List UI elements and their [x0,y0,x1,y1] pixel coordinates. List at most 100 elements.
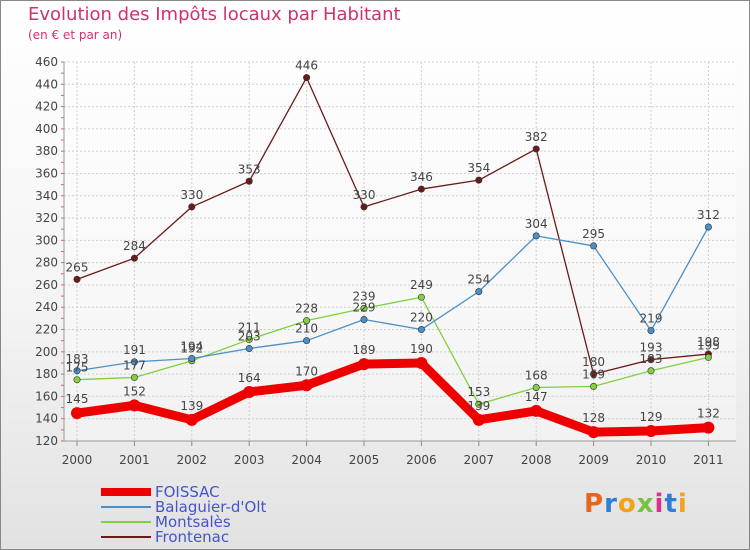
chart-title: Evolution des Impôts locaux par Habitant [28,4,401,25]
data-point [73,367,81,375]
y-tick-label: 300 [35,233,58,247]
data-point [360,203,368,211]
data-label: 145 [66,392,89,406]
data-point [71,407,83,420]
data-label: 284 [123,239,146,253]
y-tick-label: 180 [35,367,58,381]
legend-swatch [101,488,151,496]
x-tick-label: 2008 [521,453,552,467]
y-tick-label: 240 [35,300,58,314]
data-point [300,379,313,392]
data-point [702,421,715,434]
data-label: 193 [640,341,663,355]
data-label: 190 [410,342,433,356]
y-tick-label: 320 [35,211,58,225]
data-label: 192 [180,342,203,356]
y-tick-label: 360 [35,166,58,180]
data-point [358,358,370,371]
legend-item: Montsalès [101,513,361,531]
data-point [417,185,425,193]
x-tick-label: 2011 [693,453,724,467]
data-label: 219 [640,312,663,326]
data-point [704,353,712,361]
legend-label: Balaguier-d'Olt [155,498,267,516]
data-label: 229 [353,300,376,314]
data-point [645,424,657,437]
y-tick-label: 260 [35,278,58,292]
data-label: 175 [66,361,89,375]
logo-letter: t [664,489,678,519]
data-label: 139 [467,399,490,413]
x-tick-label: 2003 [234,453,265,467]
data-point [303,317,311,325]
legend-label: Frontenac [155,528,230,546]
y-tick-label: 140 [35,412,58,426]
data-label: 168 [525,368,548,382]
data-label: 304 [525,217,548,231]
data-point [245,177,253,185]
y-tick-label: 220 [35,323,58,337]
data-point [590,242,598,250]
y-tick-label: 380 [35,144,58,158]
data-label: 164 [238,371,261,385]
legend-item: FOISSAC [101,483,361,501]
data-point [360,315,368,323]
data-point [475,176,483,184]
data-label: 195 [697,338,720,352]
x-tick-label: 2010 [636,453,667,467]
data-point [130,358,138,366]
logo-letter: x [636,489,655,519]
data-point [130,373,138,381]
y-tick-label: 400 [35,122,58,136]
data-label: 139 [180,399,203,413]
data-label: 346 [410,170,433,184]
data-label: 220 [410,311,433,325]
data-label: 170 [295,364,318,378]
y-tick-label: 280 [35,256,58,270]
x-tick-label: 2005 [349,453,380,467]
data-label: 191 [123,343,146,357]
data-label: 382 [525,130,548,144]
data-point [532,232,540,240]
data-point [532,145,540,153]
data-point [417,326,425,334]
data-point [704,223,712,231]
data-point [360,304,368,312]
x-tick-label: 2009 [578,453,609,467]
data-label: 203 [238,329,261,343]
y-tick-label: 120 [35,434,58,448]
data-point [128,399,141,412]
data-point [303,337,311,345]
data-label: 353 [238,162,261,176]
data-label: 228 [295,302,318,316]
legend-label: FOISSAC [155,483,220,501]
data-label: 210 [295,322,318,336]
y-tick-label: 440 [35,77,58,91]
data-label: 189 [353,343,376,357]
data-label: 152 [123,384,146,398]
chart-subtitle: (en € et par an) [28,28,123,42]
series-line-balaguier-d-olt [76,226,710,372]
data-label: 180 [582,355,605,369]
data-label: 239 [353,289,376,303]
logo-letter: r [604,489,618,519]
legend-item: Balaguier-d'Olt [101,498,361,516]
series-line-montsal-s [76,296,710,405]
data-label: 249 [410,278,433,292]
data-point [243,385,256,398]
data-label: 183 [66,352,89,366]
data-label: 129 [640,410,663,424]
data-label: 169 [582,367,605,381]
data-point [647,327,655,335]
x-tick-label: 2002 [177,453,208,467]
data-label: 128 [582,411,605,425]
y-tick-label: 200 [35,345,58,359]
plot-area [64,62,736,441]
data-label: 446 [295,59,318,73]
y-tick-label: 460 [35,55,58,69]
data-point [590,370,598,378]
data-label: 265 [66,260,89,274]
data-point [472,413,485,426]
y-tick-label: 160 [35,389,58,403]
